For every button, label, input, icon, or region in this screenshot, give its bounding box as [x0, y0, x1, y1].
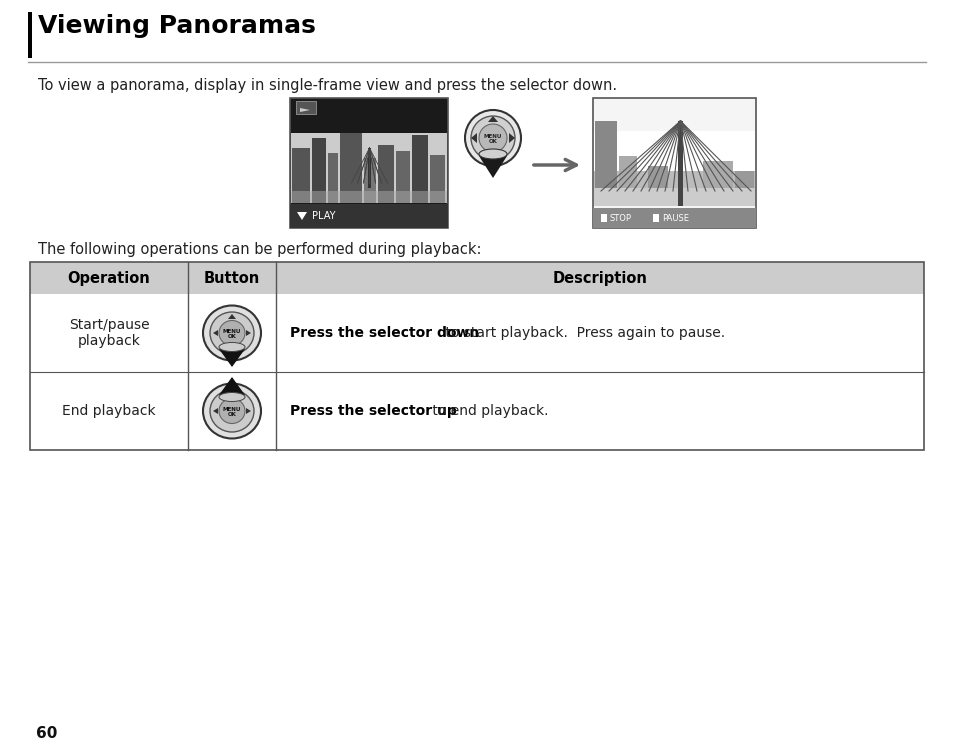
Bar	[290, 98, 448, 228]
Polygon shape	[488, 116, 497, 122]
Polygon shape	[213, 330, 218, 336]
Bar	[412, 135, 428, 203]
Bar	[28, 12, 32, 58]
Bar	[328, 153, 337, 203]
Ellipse shape	[471, 116, 515, 160]
Bar	[30, 262, 923, 450]
Text: The following operations can be performed during playback:: The following operations can be performe…	[38, 242, 481, 257]
Bar	[702, 161, 732, 206]
Bar	[312, 138, 326, 203]
Bar	[339, 133, 361, 203]
Bar	[593, 98, 755, 228]
Text: PLAY: PLAY	[312, 211, 335, 221]
Bar	[292, 148, 310, 203]
Ellipse shape	[219, 320, 245, 346]
Ellipse shape	[478, 149, 506, 159]
Polygon shape	[219, 377, 245, 395]
Text: Press the selector down: Press the selector down	[290, 326, 478, 340]
Text: OK: OK	[488, 138, 497, 144]
Bar	[678, 121, 682, 206]
Polygon shape	[600, 214, 606, 222]
Ellipse shape	[203, 384, 261, 438]
Polygon shape	[246, 408, 251, 414]
Text: Description: Description	[552, 271, 647, 286]
Bar	[295, 101, 315, 114]
Polygon shape	[296, 212, 307, 220]
Ellipse shape	[478, 124, 506, 152]
Bar	[618, 156, 637, 206]
Bar	[291, 191, 447, 203]
Ellipse shape	[203, 305, 261, 361]
Polygon shape	[228, 314, 235, 319]
Text: STOP: STOP	[609, 213, 631, 222]
Text: MENU: MENU	[223, 328, 241, 334]
Text: Start/pause
playback: Start/pause playback	[69, 318, 150, 348]
Bar	[647, 166, 667, 206]
Text: Button: Button	[204, 271, 260, 286]
Bar	[430, 155, 444, 203]
Ellipse shape	[219, 399, 245, 423]
Polygon shape	[509, 133, 515, 143]
Text: To view a panorama, display in single-frame view and press the selector down.: To view a panorama, display in single-fr…	[38, 78, 617, 93]
Text: Viewing Panoramas: Viewing Panoramas	[38, 14, 315, 38]
Polygon shape	[478, 156, 506, 178]
Ellipse shape	[210, 390, 253, 432]
Text: to start playback.  Press again to pause.: to start playback. Press again to pause.	[440, 326, 724, 340]
Bar	[594, 171, 754, 206]
Ellipse shape	[210, 312, 253, 354]
Text: End playback: End playback	[62, 404, 155, 418]
Ellipse shape	[464, 110, 520, 166]
Polygon shape	[246, 330, 251, 336]
Bar	[594, 131, 754, 206]
Text: OK: OK	[228, 334, 236, 339]
Bar	[734, 171, 753, 206]
Bar	[395, 151, 410, 203]
Polygon shape	[471, 133, 476, 143]
Polygon shape	[219, 349, 245, 367]
Text: 60: 60	[36, 726, 57, 741]
Bar	[290, 204, 448, 228]
Bar	[30, 262, 923, 294]
Text: to end playback.: to end playback.	[427, 404, 547, 418]
Bar	[368, 148, 371, 188]
Bar	[593, 208, 755, 228]
Text: PAUSE: PAUSE	[661, 213, 688, 222]
Ellipse shape	[219, 343, 245, 352]
Text: Operation: Operation	[68, 271, 151, 286]
Text: OK: OK	[228, 411, 236, 417]
Bar	[377, 145, 394, 203]
Polygon shape	[213, 408, 218, 414]
Bar	[364, 158, 375, 203]
Text: Press the selector up: Press the selector up	[290, 404, 456, 418]
Bar	[594, 188, 754, 206]
Polygon shape	[299, 108, 310, 112]
Text: MENU: MENU	[223, 406, 241, 411]
Ellipse shape	[219, 393, 245, 402]
Text: MENU: MENU	[483, 133, 501, 138]
Bar	[595, 121, 617, 206]
Polygon shape	[652, 214, 659, 222]
Bar	[291, 133, 447, 203]
Polygon shape	[228, 392, 235, 397]
